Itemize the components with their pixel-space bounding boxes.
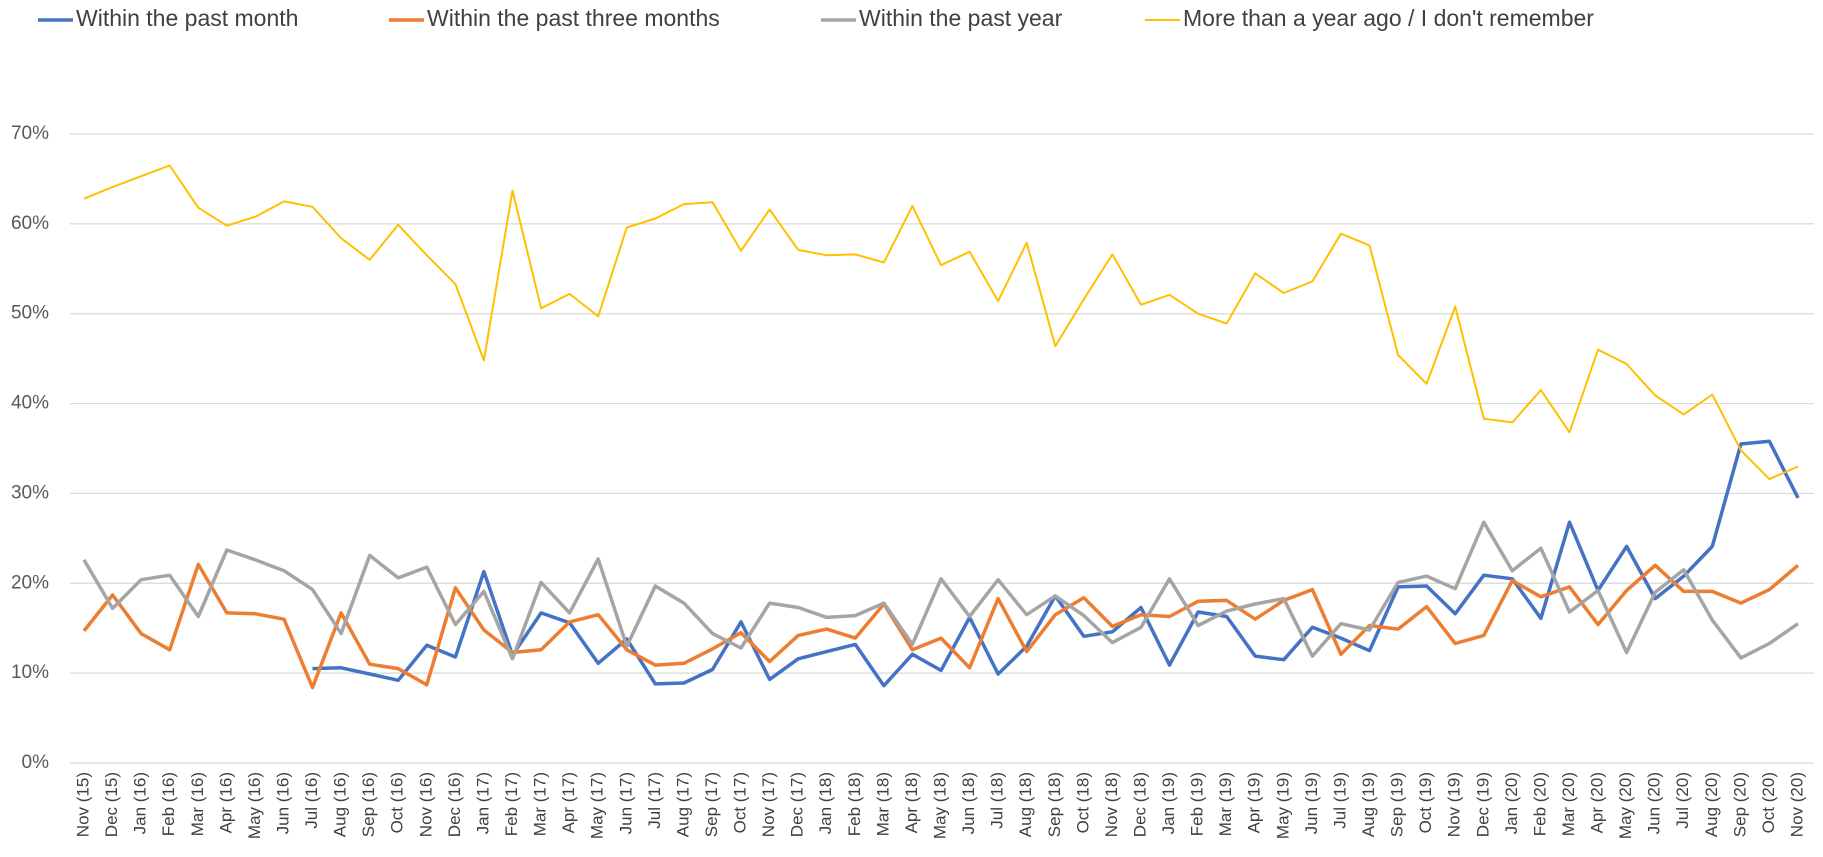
x-tick-label: May (17) [588,772,607,839]
x-tick-label: Jul (20) [1673,772,1692,829]
x-tick-label: Oct (17) [731,772,750,833]
x-tick-label: Sep (16) [359,772,378,837]
x-tick-label: Aug (19) [1359,772,1378,837]
x-tick-label: Dec (16) [445,772,464,837]
x-tick-label: Jul (17) [645,772,664,829]
x-tick-label: Apr (17) [559,772,578,833]
x-tick-label: Feb (20) [1530,772,1549,836]
x-tick-label: Nov (20) [1787,772,1806,837]
x-tick-label: Oct (19) [1416,772,1435,833]
x-tick-label: Nov (19) [1445,772,1464,837]
x-tick-label: May (18) [930,772,949,839]
x-tick-label: Jun (16) [273,772,292,834]
x-tick-label: Aug (16) [331,772,350,837]
x-tick-label: Nov (17) [759,772,778,837]
x-tick-label: May (16) [245,772,264,839]
x-tick-label: Apr (19) [1245,772,1264,833]
legend-label: More than a year ago / I don't remember [1183,5,1594,31]
x-tick-label: Mar (16) [188,772,207,836]
x-tick-label: Aug (18) [1016,772,1035,837]
x-tick-label: Oct (20) [1759,772,1778,833]
x-tick-label: Jul (16) [302,772,321,829]
x-tick-label: Feb (16) [159,772,178,836]
y-tick-label: 40% [11,393,49,414]
x-tick-label: Mar (17) [531,772,550,836]
x-tick-label: Mar (19) [1216,772,1235,836]
series-line [82,562,1800,690]
y-tick-label: 60% [11,213,49,234]
x-tick-label: Jul (19) [1330,772,1349,829]
legend-label: Within the past year [859,5,1063,31]
legend-label: Within the past month [76,5,298,31]
x-tick-label: Jan (16) [131,772,150,834]
x-tick-label: Sep (18) [1045,772,1064,837]
x-tick-label: Apr (20) [1588,772,1607,833]
x-tick-label: Jan (18) [816,772,835,834]
x-tick-label: May (19) [1273,772,1292,839]
x-tick-label: Dec (15) [102,772,121,837]
x-tick-label: Mar (18) [873,772,892,836]
x-tick-label: Apr (16) [216,772,235,833]
legend-label: Within the past three months [427,5,720,31]
x-tick-label: Feb (18) [845,772,864,836]
x-tick-label: May (20) [1616,772,1635,839]
x-tick-label: Aug (17) [673,772,692,837]
x-tick-label: Oct (18) [1073,772,1092,833]
x-tick-label: Apr (18) [902,772,921,833]
x-tick-label: Jun (20) [1645,772,1664,834]
y-tick-label: 50% [11,303,49,324]
x-tick-label: Jun (19) [1302,772,1321,834]
x-tick-label: Dec (18) [1130,772,1149,837]
y-tick-label: 10% [11,662,49,683]
x-tick-label: Jun (18) [959,772,978,834]
x-tick-label: Jan (20) [1502,772,1521,834]
x-tick-label: Jan (19) [1159,772,1178,834]
x-tick-label: Sep (19) [1388,772,1407,837]
y-tick-label: 70% [11,123,49,144]
y-tick-label: 20% [11,572,49,593]
x-tick-label: Nov (16) [416,772,435,837]
y-tick-label: 0% [22,752,50,773]
x-tick-label: Feb (19) [1188,772,1207,836]
series-line [82,520,1799,661]
x-tick-label: Mar (20) [1559,772,1578,836]
x-tick-label: Sep (20) [1730,772,1749,837]
series-line [83,164,1799,481]
y-tick-label: 30% [11,482,49,503]
x-tick-label: Jul (18) [988,772,1007,829]
x-tick-label: Feb (17) [502,772,521,836]
x-tick-label: Dec (19) [1473,772,1492,837]
x-tick-label: Oct (16) [388,772,407,833]
x-tick-label: Nov (18) [1102,772,1121,837]
x-tick-label: Jun (17) [616,772,635,834]
x-tick-label: Sep (17) [702,772,721,837]
x-tick-label: Aug (20) [1702,772,1721,837]
x-tick-label: Nov (15) [73,772,92,837]
x-tick-label: Dec (17) [788,772,807,837]
x-tick-label: Jan (17) [473,772,492,834]
